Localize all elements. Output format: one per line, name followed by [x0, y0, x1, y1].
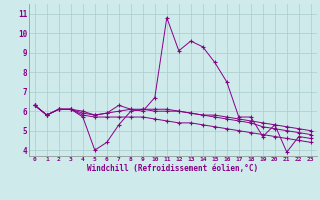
- X-axis label: Windchill (Refroidissement éolien,°C): Windchill (Refroidissement éolien,°C): [87, 164, 258, 173]
